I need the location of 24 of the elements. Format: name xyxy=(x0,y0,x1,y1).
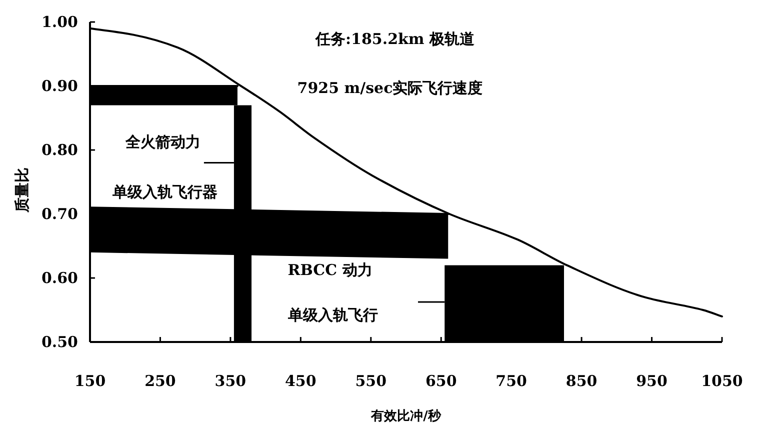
annotation: 7925 m/sec实际飞行速度 xyxy=(297,79,483,97)
annotation: 单级入轨飞行器 xyxy=(112,183,218,201)
x-tick-label: 1050 xyxy=(701,372,743,390)
y-tick-label: 0.60 xyxy=(41,269,78,287)
x-tick-label: 450 xyxy=(285,372,316,390)
y-axis-title: 质量比 xyxy=(13,168,31,214)
x-tick-label: 250 xyxy=(144,372,176,390)
annotation: 单级入轨飞行 xyxy=(287,306,378,324)
x-axis-title: 有效比冲/秒 xyxy=(370,409,442,424)
annotation: 全火箭动力 xyxy=(124,133,200,151)
annotation: 任务:185.2km 极轨道 xyxy=(314,30,476,48)
x-tick-label: 750 xyxy=(496,372,527,390)
y-tick-label: 0.50 xyxy=(41,333,78,351)
x-tick-label: 950 xyxy=(636,372,668,390)
y-tick-label: 0.90 xyxy=(41,77,78,95)
y-tick-label: 0.70 xyxy=(41,205,78,223)
y-tick-label: 1.00 xyxy=(41,13,78,31)
x-tick-label: 150 xyxy=(74,372,106,390)
x-tick-label: 550 xyxy=(355,372,387,390)
x-tick-label: 350 xyxy=(214,372,246,390)
y-tick-label: 0.80 xyxy=(41,141,78,159)
x-tick-label: 850 xyxy=(566,372,598,390)
annotation: RBCC 动力 xyxy=(288,261,372,279)
x-tick-label: 650 xyxy=(425,372,457,390)
